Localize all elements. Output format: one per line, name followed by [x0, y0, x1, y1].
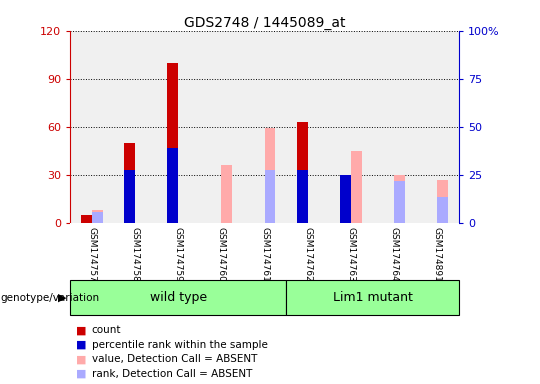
- Text: GSM174761: GSM174761: [260, 227, 269, 282]
- Bar: [394, 181, 405, 223]
- Bar: [124, 143, 135, 223]
- Text: GSM174763: GSM174763: [347, 227, 355, 282]
- Bar: [437, 197, 448, 223]
- Bar: [81, 215, 92, 223]
- Title: GDS2748 / 1445089_at: GDS2748 / 1445089_at: [184, 16, 346, 30]
- Text: GSM174764: GSM174764: [390, 227, 399, 282]
- Bar: [221, 165, 232, 223]
- Text: ■: ■: [76, 354, 86, 364]
- Text: GSM174762: GSM174762: [303, 227, 312, 282]
- Text: value, Detection Call = ABSENT: value, Detection Call = ABSENT: [92, 354, 257, 364]
- Text: genotype/variation: genotype/variation: [0, 293, 99, 303]
- Text: count: count: [92, 325, 122, 335]
- Bar: [351, 151, 362, 223]
- Bar: [167, 147, 178, 223]
- Bar: [394, 175, 405, 223]
- Bar: [297, 170, 308, 223]
- Text: percentile rank within the sample: percentile rank within the sample: [92, 340, 268, 350]
- Text: GSM174760: GSM174760: [217, 227, 226, 282]
- Text: ■: ■: [76, 325, 86, 335]
- Text: GSM174891: GSM174891: [433, 227, 442, 282]
- Bar: [437, 180, 448, 223]
- Bar: [167, 63, 178, 223]
- Bar: [265, 170, 275, 223]
- Bar: [297, 122, 308, 223]
- Text: Lim1 mutant: Lim1 mutant: [333, 291, 413, 304]
- Bar: [340, 175, 351, 223]
- Text: GSM174757: GSM174757: [87, 227, 96, 282]
- Bar: [92, 210, 103, 223]
- Bar: [70, 280, 286, 315]
- Bar: [265, 128, 275, 223]
- Text: GSM174758: GSM174758: [131, 227, 139, 282]
- Text: rank, Detection Call = ABSENT: rank, Detection Call = ABSENT: [92, 369, 252, 379]
- Bar: [124, 170, 135, 223]
- Text: ■: ■: [76, 340, 86, 350]
- Bar: [92, 212, 103, 223]
- Text: ■: ■: [76, 369, 86, 379]
- Bar: [286, 280, 459, 315]
- Text: GSM174759: GSM174759: [174, 227, 183, 282]
- Text: wild type: wild type: [150, 291, 207, 304]
- Text: ▶: ▶: [58, 293, 66, 303]
